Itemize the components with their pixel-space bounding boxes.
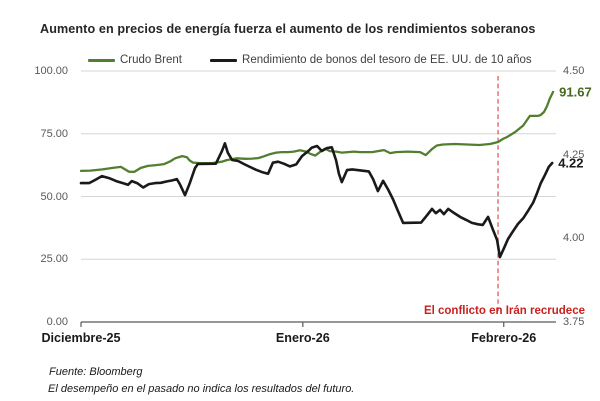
y-left-tick-label: 100.00 (34, 65, 68, 77)
brent-end-value-label: 91.67 (559, 84, 592, 100)
y-left-tick-label: 25.00 (40, 253, 68, 266)
treasury-end-value-label: 4.22 (558, 155, 584, 171)
legend-label-brent: Crudo Brent (120, 54, 183, 66)
series-line-brent (79, 90, 555, 174)
y-left-tick-label: 50.00 (40, 190, 68, 203)
y-left-tick-label: 75.00 (40, 127, 68, 140)
series-lines (79, 90, 555, 259)
treasury-line-swatch (210, 58, 238, 62)
y-right-tick-label: 3.75 (563, 316, 585, 328)
disclaimer-note: El desempeño en el pasado no indica los … (48, 383, 355, 395)
event-annotation: El conflicto en Irán recrudece (423, 305, 585, 317)
x-axis-line (80, 321, 556, 327)
legend-item-treasury: Rendimiento de bonos del tesoro de EE. U… (210, 54, 532, 66)
legend: Crudo Brent Rendimiento de bonos del tes… (88, 54, 532, 66)
brent-line-swatch (88, 58, 115, 62)
x-tick-label: Enero-26 (275, 331, 330, 345)
gridlines (81, 70, 556, 260)
y-left-tick-label: 0.00 (46, 316, 68, 328)
y-right-tick-label: 4.50 (563, 65, 585, 77)
chart-title: Aumento en precios de energía fuerza el … (40, 22, 536, 36)
y-right-tick-label: 4.00 (563, 232, 585, 245)
x-tick-label: Diciembre-25 (41, 331, 121, 345)
series-line-treasury (79, 142, 554, 259)
legend-label-treasury: Rendimiento de bonos del tesoro de EE. U… (242, 54, 532, 66)
x-tick-label: Febrero-26 (471, 331, 537, 345)
source-note: Fuente: Bloomberg (49, 366, 143, 378)
legend-item-brent: Crudo Brent (88, 54, 182, 66)
y-right-tick-label: 4.25 (563, 148, 585, 161)
